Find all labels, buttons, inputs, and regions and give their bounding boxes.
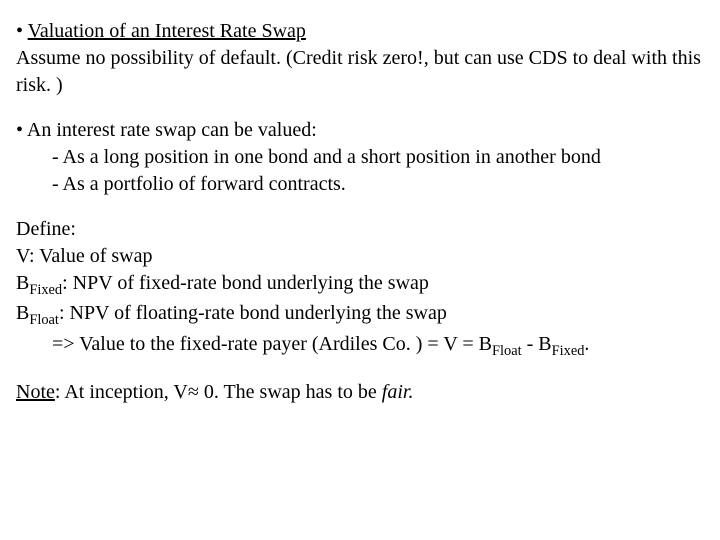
definitions: Define: V: Value of swap BFixed: NPV of …: [16, 216, 704, 361]
assumption-text: Assume no possibility of default. (Credi…: [16, 47, 701, 96]
note-text: : At inception, V≈ 0. The swap has to be: [55, 381, 382, 403]
note-fair: fair.: [382, 381, 414, 403]
bullet: •: [16, 20, 28, 42]
valuation-methods: • An interest rate swap can be valued: -…: [16, 117, 704, 198]
define-heading: Define:: [16, 216, 704, 243]
method-b: - As a portfolio of forward contracts.: [16, 171, 704, 198]
value-eq-sub1: Float: [492, 343, 522, 359]
value-eq-end: .: [584, 333, 589, 355]
note-label: Note: [16, 381, 55, 403]
define-bfloat: BFloat: NPV of floating-rate bond underl…: [16, 300, 704, 330]
methods-lead: • An interest rate swap can be valued:: [16, 117, 704, 144]
bfixed-subscript: Fixed: [29, 282, 62, 298]
value-eq-pre: => Value to the fixed-rate payer (Ardile…: [52, 333, 492, 355]
value-eq-sub2: Fixed: [552, 343, 585, 359]
note-block: Note: At inception, V≈ 0. The swap has t…: [16, 379, 704, 406]
value-eq-mid: - B: [522, 333, 552, 355]
bfloat-sym: B: [16, 302, 29, 324]
define-bfixed: BFixed: NPV of fixed-rate bond underlyin…: [16, 270, 704, 300]
title-block: • Valuation of an Interest Rate Swap Ass…: [16, 18, 704, 99]
bfixed-sym: B: [16, 272, 29, 294]
define-v: V: Value of swap: [16, 243, 704, 270]
section-title: Valuation of an Interest Rate Swap: [28, 20, 306, 42]
value-equation: => Value to the fixed-rate payer (Ardile…: [16, 331, 704, 361]
bfixed-desc: : NPV of fixed-rate bond underlying the …: [62, 272, 429, 294]
bfloat-subscript: Float: [29, 312, 59, 328]
method-a: - As a long position in one bond and a s…: [16, 144, 704, 171]
bfloat-desc: : NPV of floating-rate bond underlying t…: [59, 302, 447, 324]
